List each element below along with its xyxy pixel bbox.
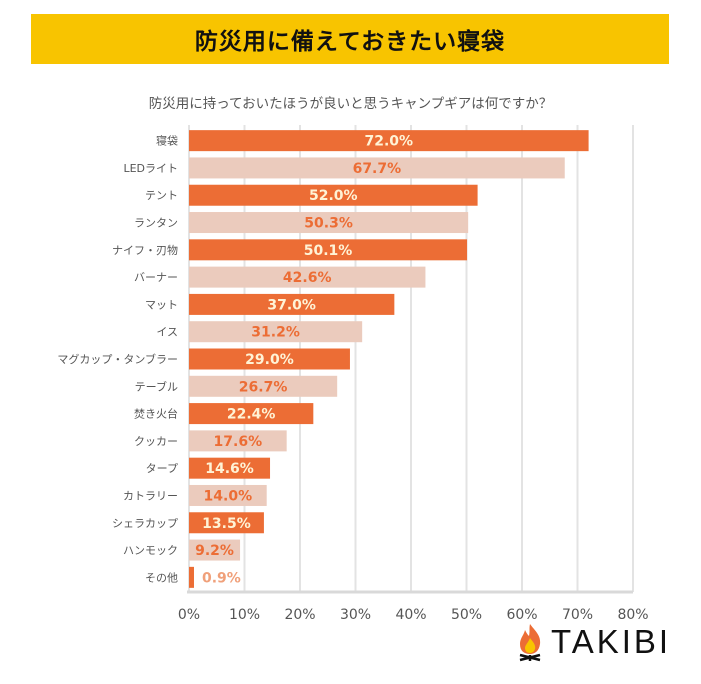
bar xyxy=(189,403,314,425)
title-banner: 防災用に備えておきたい寝袋 xyxy=(31,14,669,64)
x-tick-label: 40% xyxy=(395,607,426,623)
chart-title: 防災用に備えておきたい寝袋 xyxy=(194,29,506,55)
data-label: 31.2% xyxy=(251,325,300,341)
data-label: 9.2% xyxy=(195,543,234,559)
bar xyxy=(189,375,338,397)
bar xyxy=(189,566,194,588)
data-label: 67.7% xyxy=(353,161,402,177)
bar xyxy=(189,457,271,479)
x-tick-label: 50% xyxy=(451,607,482,623)
data-label: 14.6% xyxy=(205,461,254,477)
category-label: イス xyxy=(156,326,178,339)
x-tick-label: 30% xyxy=(340,607,371,623)
category-label: ランタン xyxy=(134,217,178,230)
data-label: 50.3% xyxy=(304,216,353,232)
bar xyxy=(189,212,469,234)
category-label: バーナー xyxy=(134,271,178,284)
category-label: LEDライト xyxy=(123,162,178,175)
data-label: 0.9% xyxy=(202,570,241,586)
data-label: 72.0% xyxy=(365,134,414,150)
data-label: 50.1% xyxy=(304,243,353,259)
data-label: 14.0% xyxy=(204,488,253,504)
x-tick-label: 10% xyxy=(229,607,260,623)
category-label: シェラカップ xyxy=(112,517,178,530)
x-tick-label: 70% xyxy=(562,607,593,623)
category-label: ハンモック xyxy=(123,544,178,557)
logo-text: TAKIBI xyxy=(551,623,672,660)
bar xyxy=(189,157,565,179)
data-label: 22.4% xyxy=(227,407,276,423)
x-tick-label: 0% xyxy=(178,607,200,623)
category-label: カトラリー xyxy=(123,489,178,502)
bar xyxy=(189,293,395,315)
data-label: 13.5% xyxy=(202,516,251,532)
bar xyxy=(189,130,589,152)
category-label: テント xyxy=(145,189,178,202)
category-label: 焚き火台 xyxy=(134,407,178,421)
category-label: テーブル xyxy=(135,379,178,393)
bar xyxy=(189,539,241,561)
category-label: 寝袋 xyxy=(156,134,178,148)
bar xyxy=(189,512,264,534)
bar xyxy=(189,484,267,506)
category-label: クッカー xyxy=(134,435,178,448)
x-tick-label: 60% xyxy=(506,607,537,623)
chart-subtitle: 防災用に持っておいたほうが良いと思うキャンプギアは何ですか？ xyxy=(148,96,553,112)
bar xyxy=(189,266,426,288)
category-label: ナイフ・刃物 xyxy=(112,243,178,257)
bar xyxy=(189,430,287,452)
category-label: タープ xyxy=(146,462,178,475)
x-tick-label: 20% xyxy=(284,607,315,623)
category-label: マグカップ・タンブラー xyxy=(57,352,178,366)
data-label: 42.6% xyxy=(283,270,332,286)
data-label: 52.0% xyxy=(309,188,358,204)
bar xyxy=(189,321,363,343)
bar xyxy=(189,184,478,206)
data-label: 37.0% xyxy=(267,297,316,313)
x-tick-label: 80% xyxy=(617,607,648,623)
bar xyxy=(189,348,350,370)
data-label: 17.6% xyxy=(214,434,263,450)
campfire-icon xyxy=(519,624,541,662)
data-label: 26.7% xyxy=(239,379,288,395)
category-label: マット xyxy=(145,298,178,311)
data-label: 29.0% xyxy=(245,352,294,368)
bar xyxy=(189,239,468,261)
category-label: その他 xyxy=(145,571,178,584)
takibi-logo: TAKIBI xyxy=(515,622,671,662)
